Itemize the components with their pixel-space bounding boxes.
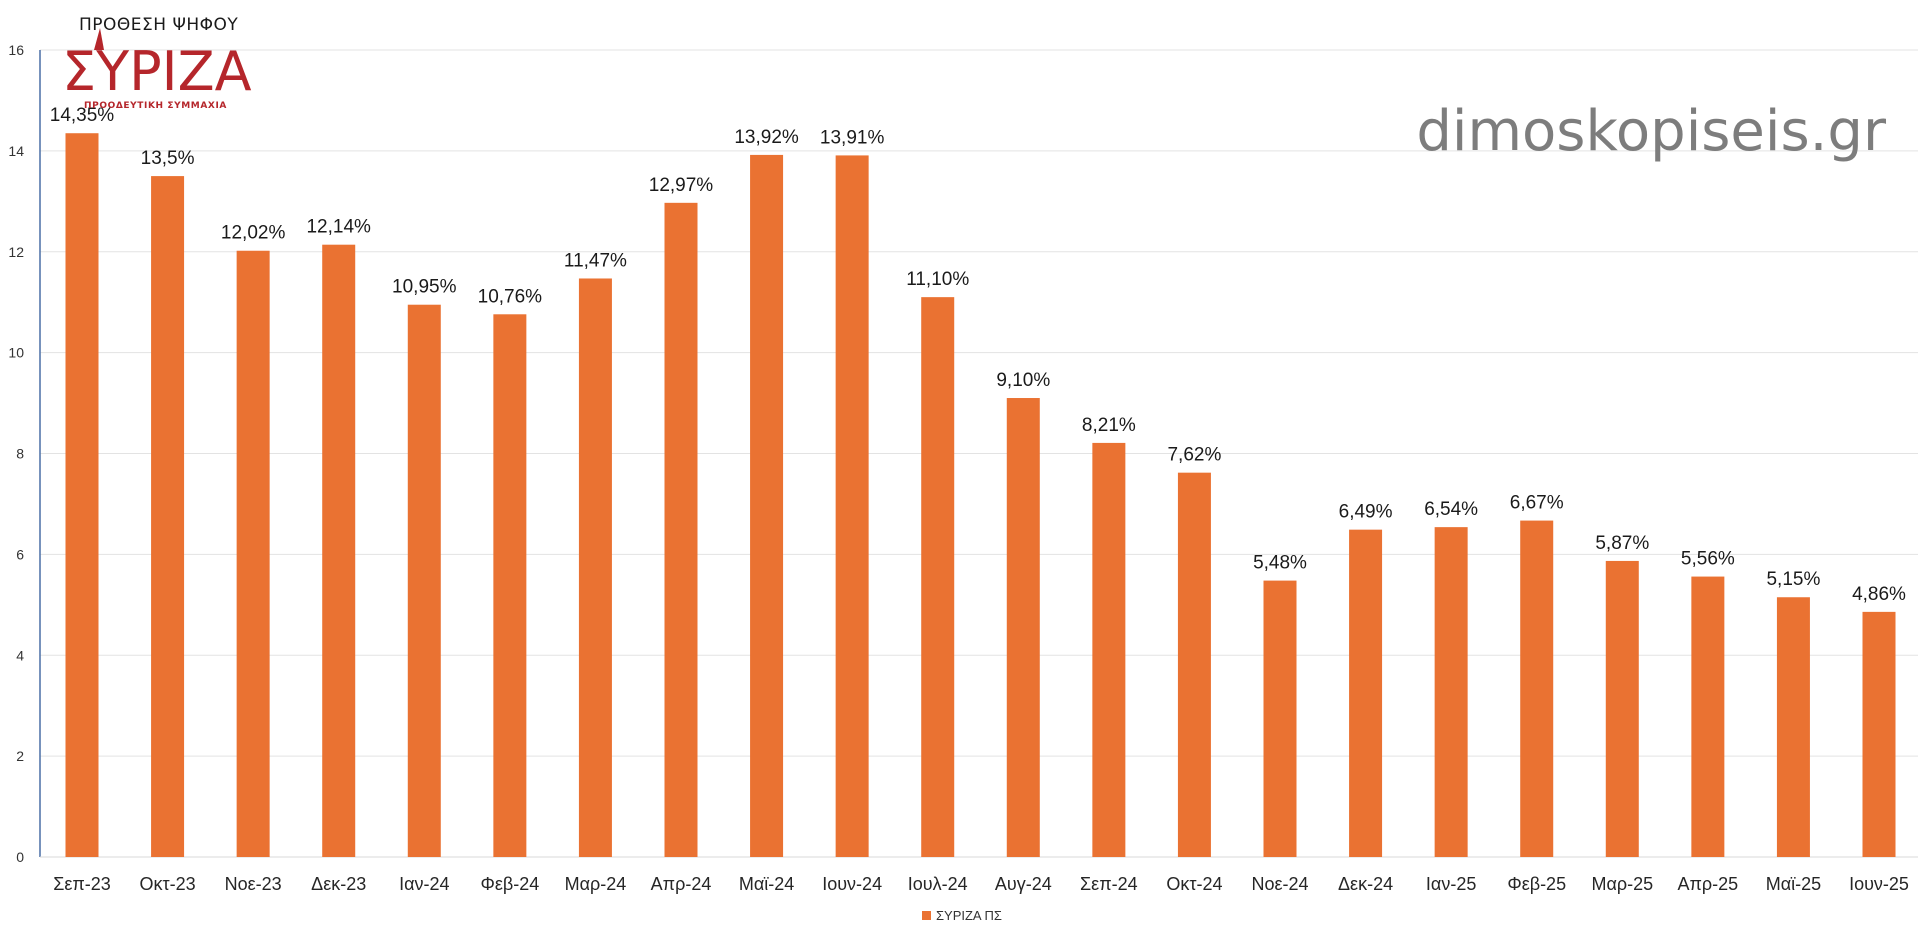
bar <box>1862 611 1896 857</box>
bar <box>1520 520 1554 857</box>
x-tick-label: Φεβ-24 <box>480 874 539 894</box>
bar <box>921 297 955 857</box>
data-label: 10,76% <box>478 286 543 307</box>
bar <box>1434 527 1468 857</box>
bar <box>1776 597 1810 857</box>
data-label: 12,97% <box>649 175 714 196</box>
data-label: 14,35% <box>50 105 115 126</box>
bar <box>1006 398 1040 857</box>
watermark-text: dimoskopiseis.gr <box>1416 99 1887 164</box>
y-tick-label: 8 <box>16 446 24 462</box>
data-label: 13,5% <box>141 148 195 169</box>
bar <box>1349 529 1383 857</box>
x-tick-label: Ιουλ-24 <box>908 874 968 894</box>
data-label: 12,14% <box>306 217 371 238</box>
data-label: 6,49% <box>1339 502 1393 523</box>
x-tick-label: Ιαν-25 <box>1426 874 1476 894</box>
x-tick-label: Φεβ-25 <box>1507 874 1566 894</box>
bar <box>750 154 784 857</box>
y-axis-ticks: 0 2 4 6 8 10 12 14 16 <box>8 42 24 865</box>
bar <box>835 155 869 857</box>
x-tick-label: Απρ-24 <box>651 874 712 894</box>
logo-caption: ΠΡΟΘΕΣΗ ΨΗΦΟΥ <box>79 15 238 35</box>
legend-swatch <box>922 911 931 920</box>
data-label: 6,54% <box>1424 499 1478 520</box>
x-tick-label: Ιουν-25 <box>1849 874 1909 894</box>
x-tick-label: Αυγ-24 <box>995 874 1052 894</box>
x-tick-label: Νοε-24 <box>1251 874 1308 894</box>
logo-star-icon <box>94 28 104 50</box>
data-label: 8,21% <box>1082 415 1136 436</box>
x-tick-label: Απρ-25 <box>1678 874 1739 894</box>
data-label: 4,86% <box>1852 584 1906 605</box>
y-tick-label: 12 <box>8 244 24 260</box>
y-tick-label: 14 <box>8 143 24 159</box>
x-tick-label: Μαϊ-24 <box>739 874 794 894</box>
x-tick-label: Οκτ-24 <box>1166 874 1222 894</box>
y-tick-label: 2 <box>16 748 24 764</box>
x-tick-label: Δεκ-23 <box>311 874 366 894</box>
legend: ΣΥΡΙΖΑ ΠΣ <box>922 908 1002 923</box>
logo-tagline: ΠΡΟΟΔΕΥΤΙΚΗ ΣΥΜΜΑΧΙΑ <box>84 101 227 111</box>
x-tick-label: Δεκ-24 <box>1338 874 1393 894</box>
syriza-logo: ΠΡΟΘΕΣΗ ΨΗΦΟΥ ΣΥΡΙΖΑ ΠΡΟΟΔΕΥΤΙΚΗ ΣΥΜΜΑΧΙ… <box>62 15 252 111</box>
bar <box>407 304 441 858</box>
bar <box>65 133 99 858</box>
x-tick-label: Σεπ-23 <box>53 874 111 894</box>
bar <box>322 244 356 858</box>
bar <box>1605 560 1639 857</box>
data-labels: 14,35% 13,5% 12,02% 12,14% 10,95% 10,76% 11,47… <box>50 105 1906 605</box>
x-tick-label: Μαρ-25 <box>1591 874 1653 894</box>
x-tick-label: Μαϊ-25 <box>1766 874 1821 894</box>
bar <box>664 202 698 857</box>
data-label: 5,87% <box>1595 533 1649 554</box>
bar <box>1263 580 1297 857</box>
x-tick-label: Νοε-23 <box>225 874 282 894</box>
data-label: 13,91% <box>820 127 885 148</box>
x-tick-label: Οκτ-23 <box>140 874 196 894</box>
data-label: 12,02% <box>221 223 286 244</box>
bar <box>493 314 527 858</box>
x-axis-ticks: Σεπ-23 Οκτ-23 Νοε-23 Δεκ-23 Ιαν-24 Φεβ-24 Μαρ-… <box>53 874 1909 894</box>
data-label: 13,92% <box>734 127 799 148</box>
y-tick-label: 16 <box>8 42 24 58</box>
x-tick-label: Ιαν-24 <box>399 874 449 894</box>
legend-label: ΣΥΡΙΖΑ ΠΣ <box>936 908 1002 923</box>
y-tick-label: 10 <box>8 345 24 361</box>
bar <box>1092 442 1126 857</box>
data-label: 10,95% <box>392 277 457 298</box>
data-label: 6,67% <box>1510 493 1564 514</box>
bar <box>151 176 185 857</box>
data-label: 5,15% <box>1766 569 1820 590</box>
data-label: 9,10% <box>996 370 1050 391</box>
data-label: 7,62% <box>1167 445 1221 466</box>
x-tick-label: Μαρ-24 <box>565 874 627 894</box>
y-tick-label: 4 <box>16 647 24 663</box>
bar-series <box>65 133 1896 858</box>
y-tick-label: 0 <box>16 849 24 865</box>
x-tick-label: Ιουν-24 <box>822 874 882 894</box>
bar <box>236 250 270 857</box>
y-tick-label: 6 <box>16 546 24 562</box>
x-tick-label: Σεπ-24 <box>1080 874 1138 894</box>
data-label: 5,48% <box>1253 553 1307 574</box>
logo-wordmark: ΣΥΡΙΖΑ <box>62 40 252 103</box>
data-label: 5,56% <box>1681 549 1735 570</box>
bar <box>1691 576 1725 857</box>
bar <box>578 278 612 857</box>
data-label: 11,47% <box>564 250 627 271</box>
data-label: 11,10% <box>906 269 969 290</box>
bar <box>1177 472 1211 857</box>
